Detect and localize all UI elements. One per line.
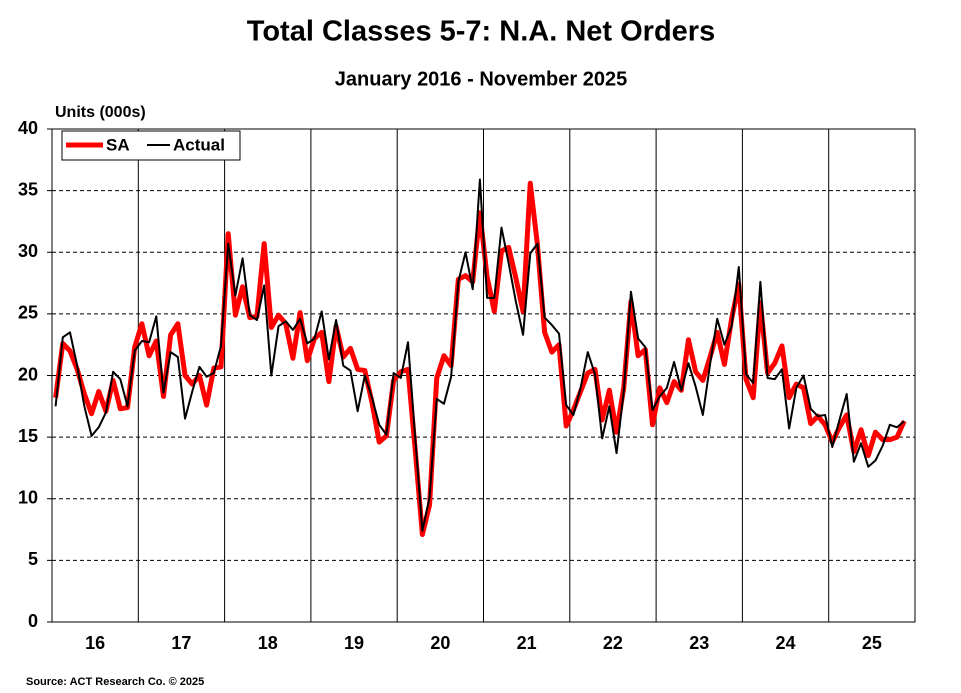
chart-subtitle: January 2016 - November 2025 [335,68,627,90]
x-tick-label: 19 [344,633,364,653]
y-tick-label: 35 [18,179,38,199]
x-tick-label: 20 [430,633,450,653]
x-tick-label: 24 [776,633,796,653]
chart-title: Total Classes 5-7: N.A. Net Orders [247,16,715,48]
legend-label: SA [106,135,130,154]
x-tick-label: 18 [258,633,278,653]
series-line [54,178,905,532]
plot-border [51,128,916,623]
y-tick-label: 5 [28,549,38,569]
x-tick-label: 17 [171,633,191,653]
x-tick-label: 22 [603,633,623,653]
y-tick-label: 25 [18,303,38,323]
x-tick-label: 21 [517,633,537,653]
y-tick-label: 10 [18,488,38,508]
legend: SA Actual [61,130,241,161]
y-tick-label: 15 [18,426,38,446]
legend-label: Actual [173,135,225,154]
y-tick-label: 40 [18,118,38,138]
y-tick-label: 0 [28,611,38,631]
y-axis-label: Units (000s) [55,104,146,121]
y-tick-label: 20 [18,364,38,384]
source-note: Source: ACT Research Co. © 2025 [26,676,204,688]
x-tick-label: 23 [689,633,709,653]
y-tick-label: 30 [18,241,38,261]
x-tick-label: 25 [862,633,882,653]
x-tick-label: 16 [85,633,105,653]
